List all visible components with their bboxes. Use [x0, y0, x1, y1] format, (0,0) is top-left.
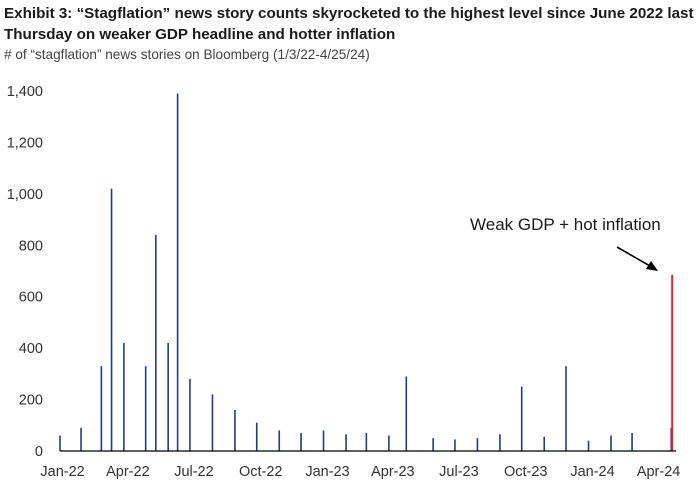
chart-bar	[499, 434, 501, 451]
chart-bar	[476, 438, 479, 451]
x-axis: Jan-22 Apr-22 Jul-22 Oct-22 Jan-23 Apr-23 Jul-…	[40, 464, 680, 480]
y-tick-label: 1,200	[7, 135, 43, 151]
chart-bar	[176, 93, 179, 451]
chart-bar	[59, 435, 61, 451]
x-tick-label: Oct-23	[504, 464, 548, 480]
chart-bar	[405, 376, 408, 451]
chart-bar	[144, 366, 147, 451]
bar-series	[59, 93, 674, 451]
chart-bar	[167, 343, 169, 451]
chart-bar	[543, 436, 546, 451]
chart-bar	[345, 434, 347, 451]
chart-bar	[155, 235, 157, 451]
chart-bar	[565, 366, 567, 451]
chart-bar	[365, 433, 368, 451]
x-tick-label: Jul-23	[439, 464, 479, 480]
chart-subtitle: # of “stagflation” news stories on Bloom…	[4, 47, 370, 62]
chart-bar	[189, 379, 191, 451]
chart-bar	[255, 422, 258, 451]
annotation-arrow	[616, 246, 658, 271]
chart-bar	[80, 427, 82, 451]
x-tick-label: Jan-22	[40, 464, 84, 480]
x-tick-label: Oct-22	[239, 464, 283, 480]
x-tick-label: Apr-23	[371, 464, 415, 480]
y-axis: 0 200 400 600 800 1,000 1,200 1,400	[7, 84, 43, 460]
chart-bar	[110, 188, 113, 451]
chart-bar	[388, 435, 390, 451]
y-tick-label: 1,400	[7, 84, 43, 100]
chart-bar	[100, 366, 103, 451]
chart-bar	[211, 394, 214, 451]
chart-title: Exhibit 3: “Stagflation” news story coun…	[4, 5, 694, 43]
x-tick-label: Jan-23	[305, 464, 349, 480]
chart-bar	[631, 433, 633, 451]
highlight-bar	[671, 274, 674, 451]
chart-bar	[454, 439, 456, 451]
x-tick-label: Jul-22	[174, 464, 214, 480]
x-tick-label: Apr-24	[637, 464, 681, 480]
x-tick-label: Apr-22	[106, 464, 150, 480]
x-tick-label: Jan-24	[570, 464, 614, 480]
chart-bar	[123, 343, 125, 451]
chart-bar	[520, 386, 523, 451]
chart-bar	[322, 430, 325, 451]
annotation-text: Weak GDP + hot inflation	[470, 215, 661, 234]
y-tick-label: 800	[19, 238, 43, 254]
y-tick-label: 0	[35, 444, 43, 460]
chart-bar	[587, 440, 590, 451]
chart-bar	[300, 433, 302, 451]
chart-bar	[234, 409, 236, 451]
chart-bar	[610, 435, 612, 451]
chart-bar	[278, 430, 281, 451]
y-tick-label: 400	[19, 341, 43, 357]
chart-bar	[432, 438, 434, 451]
y-tick-label: 600	[19, 290, 43, 306]
y-tick-label: 1,000	[7, 187, 43, 203]
y-tick-label: 200	[19, 393, 43, 409]
